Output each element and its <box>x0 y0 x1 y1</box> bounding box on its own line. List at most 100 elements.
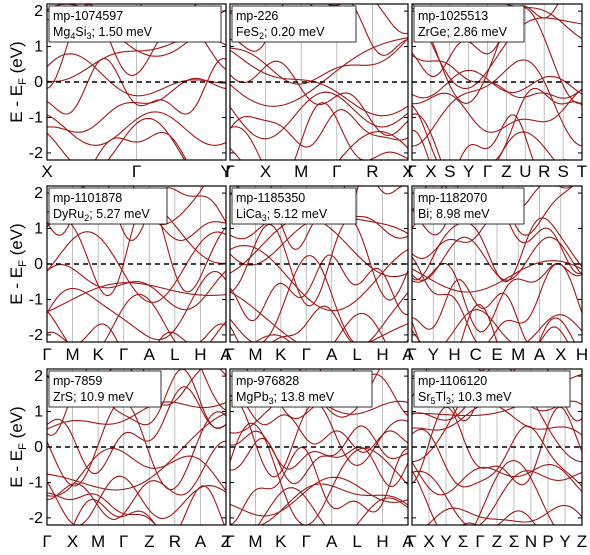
band-line <box>412 470 582 525</box>
band-line <box>412 114 569 160</box>
panel-legend: mp-1182070 Bi; 8.98 meV <box>413 187 525 225</box>
band-line <box>47 447 226 497</box>
band-line <box>230 245 408 312</box>
kpoint-label: X <box>67 532 78 551</box>
band-line <box>47 282 226 313</box>
legend-id: mp-976828 <box>236 374 299 388</box>
band-line <box>412 217 582 283</box>
band-line <box>230 476 408 517</box>
band-line <box>412 461 582 496</box>
y-tick-label: -2 <box>29 145 43 162</box>
kpoint-label: X <box>41 162 52 181</box>
panel-legend: mp-226 FeS2; 0.20 meV <box>231 5 357 43</box>
legend-formula: DyRu2; 5.27 meV <box>53 207 150 223</box>
band-line <box>412 186 574 236</box>
kpoint-label: Z <box>144 532 154 551</box>
kpoint-label: L <box>352 345 361 364</box>
band-line <box>230 130 408 160</box>
kpoint-label: N <box>525 532 537 551</box>
kpoint-label: Γ <box>42 345 51 364</box>
kpoint-label: A <box>402 532 414 551</box>
kpoint-label: Γ <box>302 532 311 551</box>
kpoint-label: P <box>542 532 553 551</box>
y-tick-label: 2 <box>34 368 43 385</box>
svg-text:E - EF (eV): E - EF (eV) <box>7 406 29 487</box>
band-line <box>412 256 582 342</box>
kpoint-label: Γ <box>407 162 416 181</box>
kpoint-label: Y <box>220 162 231 181</box>
band-line <box>412 59 582 147</box>
kpoint-label: Γ <box>119 345 128 364</box>
band-line <box>412 69 582 99</box>
y-axis-label: E - EF (eV) <box>7 41 29 122</box>
y-tick-label: -1 <box>29 109 43 126</box>
band-line <box>230 254 408 342</box>
legend-id: mp-1025513 <box>418 9 488 23</box>
legend-formula: Bi; 8.98 meV <box>418 207 490 221</box>
kpoint-label: A <box>144 345 156 364</box>
panel-legend: mp-1074597 Mg4Si3; 1.50 meV <box>48 5 222 43</box>
y-tick-label: 0 <box>34 256 43 273</box>
kpoint-label: H <box>376 532 388 551</box>
band-line <box>230 254 408 322</box>
y-tick-label: 0 <box>34 74 43 91</box>
band-line <box>230 109 408 148</box>
svg-text:E - EF (eV): E - EF (eV) <box>7 41 29 122</box>
kpoint-label: Y <box>463 162 474 181</box>
panel-legend: mp-1101878 DyRu2; 5.27 meV <box>48 187 168 225</box>
legend-formula: MgPb3; 13.8 meV <box>236 390 335 406</box>
kpoint-label: E <box>491 345 502 364</box>
legend-formula: ZrS; 10.9 meV <box>53 390 134 404</box>
kpoint-label: U <box>519 162 531 181</box>
legend-id: mp-1074597 <box>53 9 123 23</box>
band-line <box>230 305 408 342</box>
kpoint-label: A <box>195 532 207 551</box>
kpoint-label: Γ <box>225 345 234 364</box>
legend-id: mp-1185350 <box>236 191 305 205</box>
y-tick-label: 1 <box>34 221 43 238</box>
legend-id: mp-7859 <box>53 374 102 388</box>
band-line <box>230 102 408 160</box>
y-tick-label: -2 <box>29 510 43 527</box>
kpoint-label: A <box>402 345 414 364</box>
band-line <box>47 117 186 160</box>
band-line <box>230 37 408 107</box>
legend-formula: LiCa3; 5.12 meV <box>236 207 328 223</box>
kpoint-label: Z <box>221 532 231 551</box>
band-line <box>47 401 226 430</box>
kpoint-label: C <box>470 345 482 364</box>
band-line <box>230 291 408 342</box>
y-tick-label: -1 <box>29 291 43 308</box>
y-tick-label: 0 <box>34 439 43 456</box>
kpoint-label: A <box>534 345 546 364</box>
band-line <box>412 309 582 342</box>
kpoint-label: Γ <box>302 345 311 364</box>
y-axis-label: E - EF (eV) <box>7 223 29 304</box>
kpoint-label: Γ <box>475 532 484 551</box>
band-line <box>47 270 226 341</box>
panel-legend: mp-1185350 LiCa3; 5.12 meV <box>231 187 357 225</box>
band-line <box>230 49 408 117</box>
kpoint-label: Γ <box>132 162 141 181</box>
kpoint-label: Y <box>428 345 439 364</box>
band-line <box>254 312 386 342</box>
kpoint-label: Γ <box>407 345 416 364</box>
y-tick-label: -1 <box>29 474 43 491</box>
kpoint-label: Z <box>501 162 511 181</box>
y-tick-label: -2 <box>29 327 43 344</box>
band-line <box>412 406 582 486</box>
kpoint-label: R <box>366 162 378 181</box>
band-line <box>47 475 226 525</box>
band-line <box>72 485 225 525</box>
kpoint-label: H <box>194 345 206 364</box>
kpoint-label: Σ <box>458 532 469 551</box>
band-line <box>230 219 408 307</box>
bands-group <box>230 4 408 160</box>
legend-id: mp-226 <box>236 9 278 23</box>
